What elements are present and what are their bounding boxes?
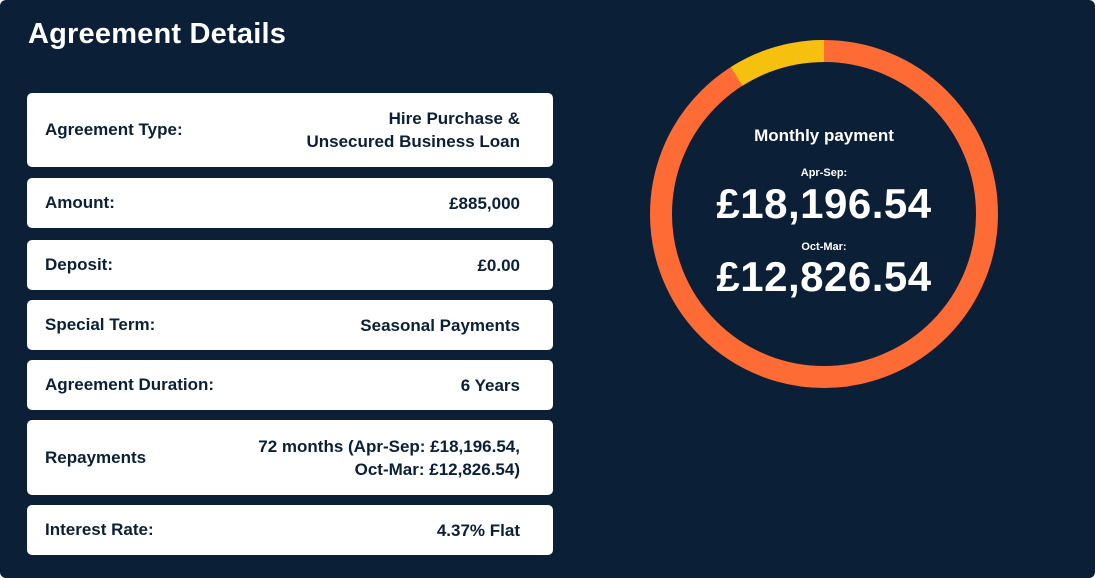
period-2-amount: £12,826.54 [716, 253, 932, 300]
interest-rate-label: Interest Rate: [45, 520, 154, 539]
repayments-value-line-1: 72 months (Apr-Sep: £18,196.54, [258, 436, 520, 456]
agreement-type-row: Agreement Type: Hire Purchase & Unsecure… [27, 93, 553, 167]
deposit-value-text: £0.00 [477, 255, 520, 275]
agreement-type-value-line-2: Unsecured Business Loan [306, 132, 520, 151]
repayments-label: Repayments [45, 447, 147, 467]
special-term-value-text: Seasonal Payments [360, 315, 520, 335]
repayments-value-line-2: Oct-Mar: £12,826.54) [354, 459, 520, 479]
special-term-row: Special Term: Seasonal Payments [27, 300, 553, 350]
monthly-payment-ring: Monthly payment Apr-Sep: £18,196.54 Oct-… [650, 40, 998, 388]
interest-rate-value: 4.37% Flat [437, 519, 520, 542]
agreement-duration-row: Agreement Duration: 6 Years [27, 360, 553, 410]
deposit-row: Deposit: £0.00 [27, 240, 553, 290]
special-term-label: Special Term: [45, 315, 156, 334]
ring-graphic [650, 40, 998, 388]
period-1-amount: £18,196.54 [716, 180, 932, 227]
deposit-value: £0.00 [477, 254, 520, 277]
amount-row: Amount: £885,000 [27, 178, 553, 228]
amount-value: £885,000 [449, 192, 520, 215]
agreement-type-label: Agreement Type: [45, 120, 183, 139]
monthly-payment-heading: Monthly payment [754, 126, 894, 145]
page-title: Agreement Details [28, 18, 287, 50]
interest-rate-row: Interest Rate: 4.37% Flat [27, 505, 553, 555]
period-2-label: Oct-Mar: [801, 241, 847, 253]
deposit-label: Deposit: [45, 255, 113, 274]
amount-value-text: £885,000 [449, 193, 520, 213]
repayments-row: Repayments 72 months (Apr-Sep: £18,196.5… [27, 420, 553, 495]
agreement-type-value: Hire Purchase & Unsecured Business Loan [306, 107, 520, 153]
amount-label: Amount: [45, 193, 115, 212]
special-term-value: Seasonal Payments [360, 314, 520, 337]
ring-center: Monthly payment Apr-Sep: £18,196.54 Oct-… [650, 40, 998, 388]
interest-rate-value-text: 4.37% Flat [436, 520, 520, 540]
period-1-label: Apr-Sep: [800, 167, 848, 179]
agreement-duration-value-text: 6 Years [460, 375, 520, 395]
agreement-duration-label: Agreement Duration: [45, 375, 215, 394]
agreement-duration-value: 6 Years [461, 374, 520, 397]
agreement-type-value-line-1: Hire Purchase & [388, 109, 520, 128]
repayments-value: 72 months (Apr-Sep: £18,196.54, Oct-Mar:… [258, 435, 520, 481]
